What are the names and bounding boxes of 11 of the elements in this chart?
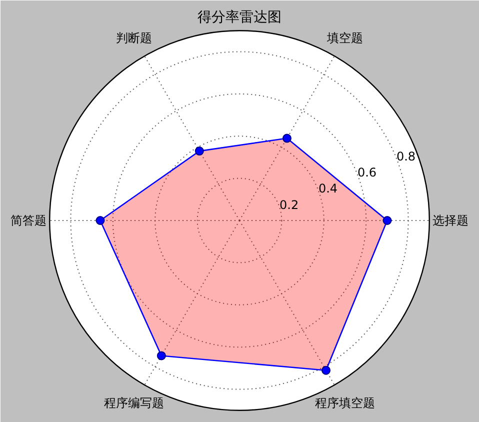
y-tick-label: 0.2	[279, 198, 299, 212]
y-tick-label: 0.6	[357, 166, 377, 180]
chart-title: 得分率雷达图	[198, 10, 282, 26]
spoke-label: 程序填空题	[315, 396, 375, 410]
spoke-label: 选择题	[432, 214, 468, 228]
y-tick-label: 0.8	[396, 149, 416, 164]
spoke-label: 简答题	[10, 214, 46, 228]
spoke-label: 填空题	[326, 30, 363, 45]
spoke-label: 程序编写题	[104, 396, 164, 410]
y-tick-label: 0.4	[318, 182, 338, 196]
spoke-label: 判断题	[116, 30, 152, 45]
